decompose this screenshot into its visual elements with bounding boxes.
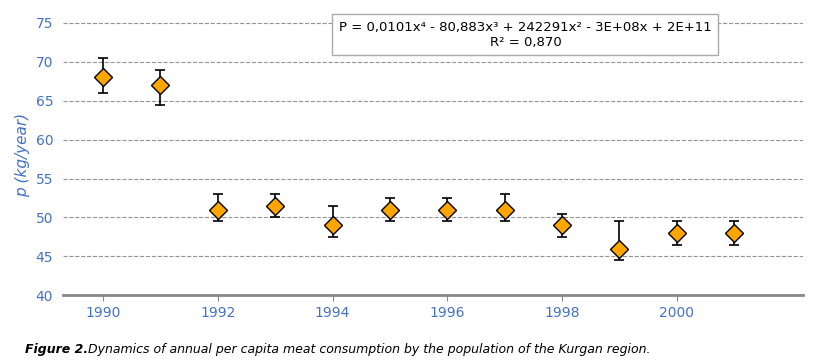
Text: P = 0,0101x⁴ - 80,883x³ + 242291x² - 3E+08x + 2E+11
R² = 0,870: P = 0,0101x⁴ - 80,883x³ + 242291x² - 3E+… xyxy=(339,21,712,49)
Y-axis label: p (kg/year): p (kg/year) xyxy=(15,113,30,197)
Text: Figure 2.: Figure 2. xyxy=(25,343,88,356)
Text: Dynamics of annual per capita meat consumption by the population of the Kurgan r: Dynamics of annual per capita meat consu… xyxy=(84,343,651,356)
